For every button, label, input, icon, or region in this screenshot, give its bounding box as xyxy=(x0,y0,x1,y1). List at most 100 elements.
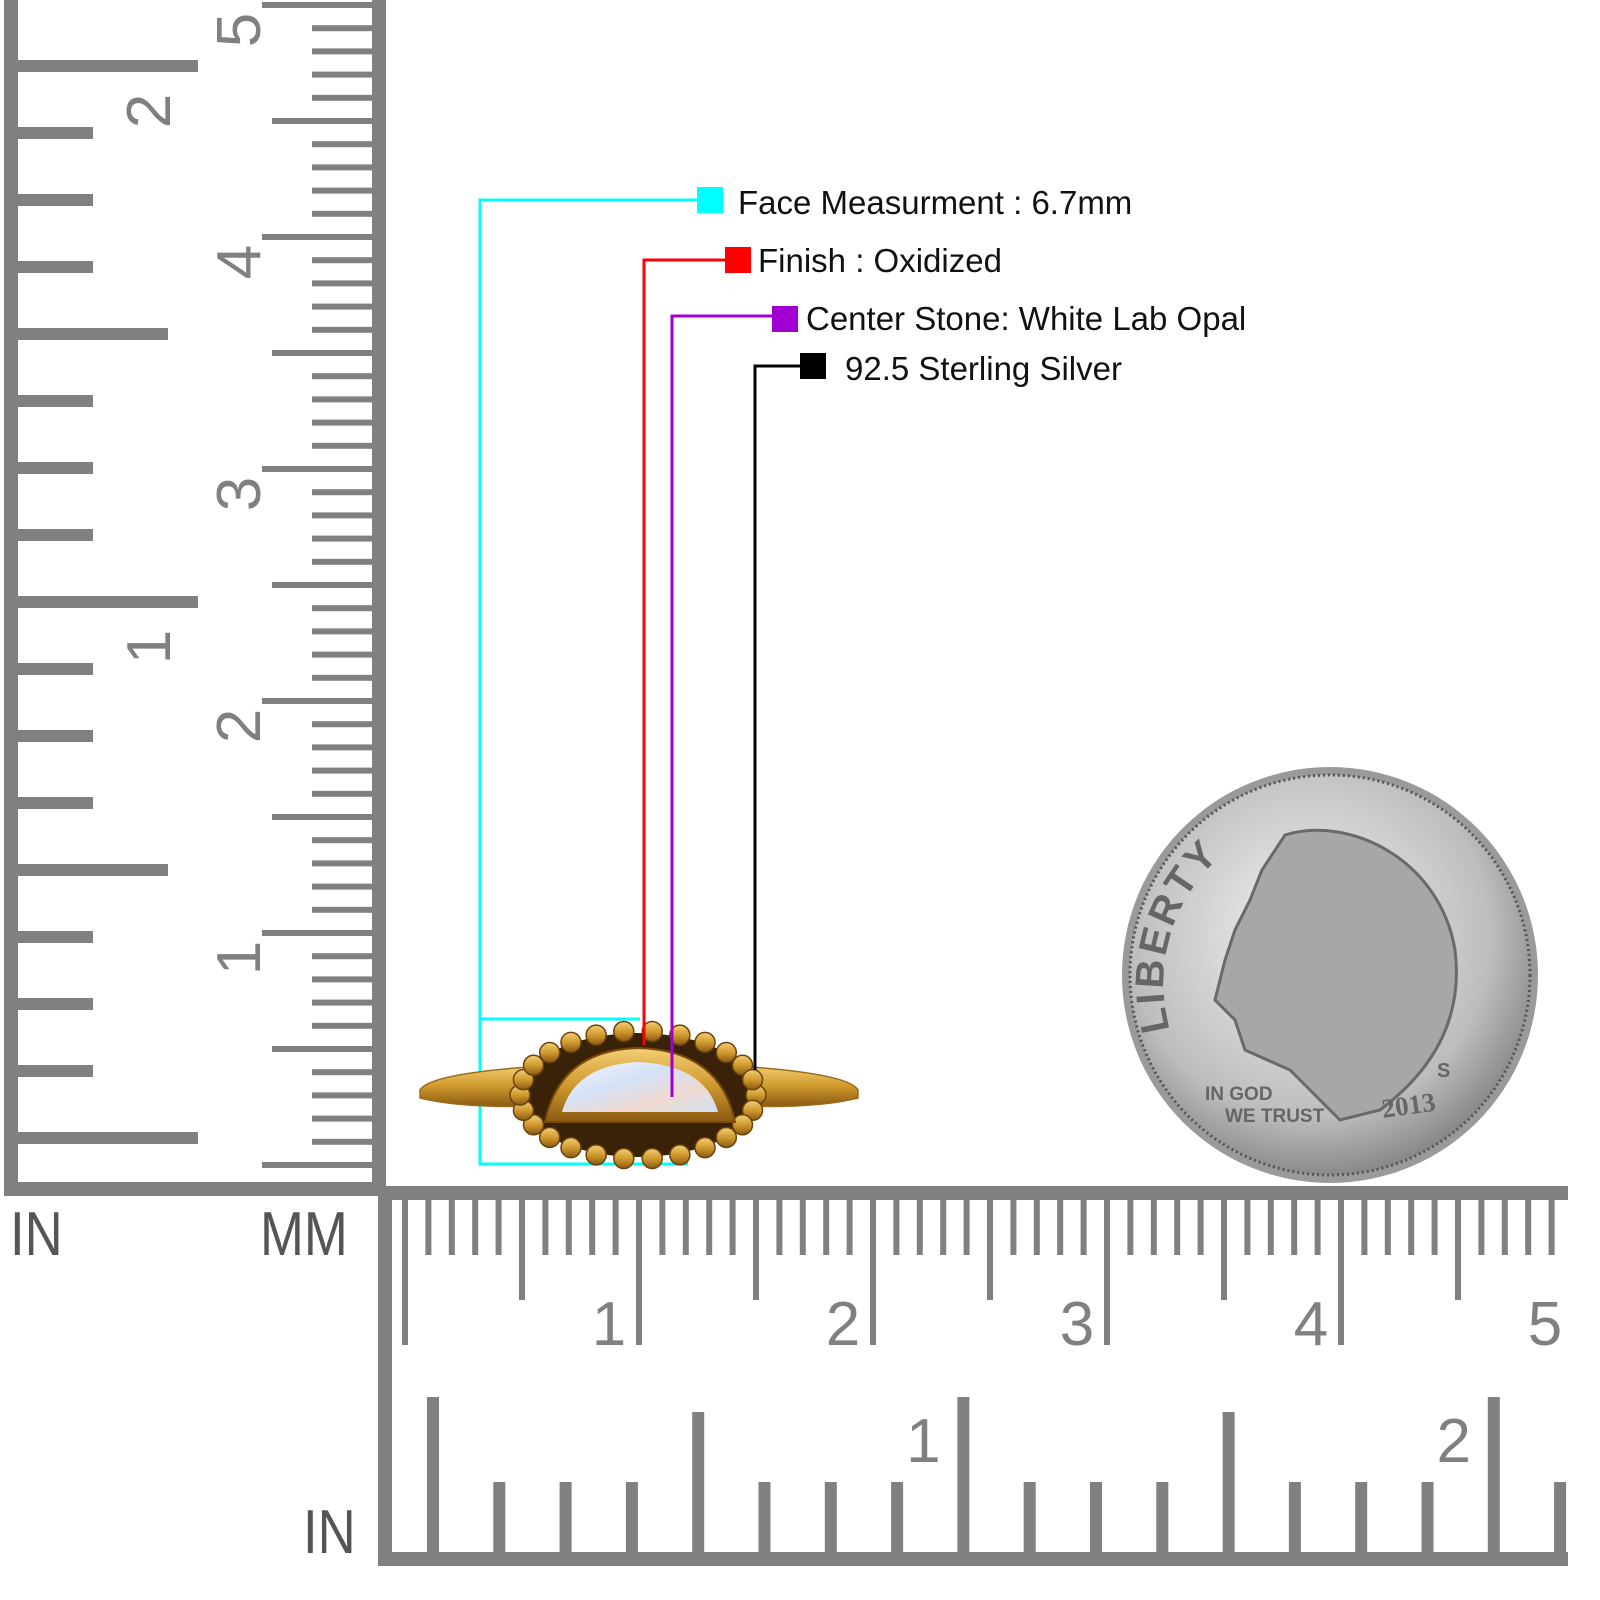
ring-bead xyxy=(715,1126,738,1149)
mm-tick xyxy=(1221,1200,1227,1300)
mm-tick xyxy=(312,1022,372,1029)
mm-tick xyxy=(312,326,372,333)
mm-tick xyxy=(1174,1200,1181,1255)
mm-tick xyxy=(1478,1200,1485,1255)
ring-bead xyxy=(694,1136,716,1159)
inch-tick xyxy=(18,1132,198,1144)
face-measure-line xyxy=(478,198,697,1166)
mm-tick xyxy=(1080,1200,1087,1255)
ring-bead xyxy=(538,1041,561,1064)
coin-mint-mark: S xyxy=(1437,1060,1450,1082)
ring-bead xyxy=(538,1126,561,1149)
mm-tick xyxy=(1057,1200,1064,1255)
ring-bead xyxy=(669,1144,691,1166)
mm-tick xyxy=(963,1200,970,1255)
mm-tick xyxy=(312,442,372,449)
mm-tick xyxy=(1408,1200,1415,1255)
inch-tick xyxy=(18,127,93,139)
mm-tick xyxy=(312,25,372,32)
mm-tick xyxy=(312,837,372,844)
unit-label-mm: MM xyxy=(260,1200,348,1269)
mm-tick xyxy=(1291,1200,1298,1255)
mm-tick xyxy=(495,1200,502,1255)
coin-motto-2: WE TRUST xyxy=(1225,1106,1325,1127)
inch-tick xyxy=(493,1482,506,1552)
mm-tick xyxy=(312,396,372,403)
inch-tick xyxy=(18,328,168,340)
mm-tick xyxy=(312,674,372,681)
inch-tick xyxy=(625,1482,638,1552)
mm-tick xyxy=(312,1138,372,1145)
mm-tick xyxy=(542,1200,549,1255)
mm-tick xyxy=(659,1200,666,1255)
mm-tick xyxy=(272,582,372,588)
mm-tick xyxy=(1104,1200,1110,1345)
cm-label: 2 xyxy=(205,709,274,743)
cm-label: 4 xyxy=(1294,1290,1328,1359)
mm-tick xyxy=(312,953,372,960)
inch-tick xyxy=(824,1482,837,1552)
mm-tick xyxy=(312,373,372,380)
unit-label-in-left: IN xyxy=(10,1200,63,1269)
finish-line xyxy=(642,258,725,1045)
cm-label: 5 xyxy=(1528,1290,1562,1359)
inch-label: 1 xyxy=(906,1407,940,1476)
inch-tick xyxy=(1554,1482,1567,1552)
mm-tick xyxy=(262,1162,372,1168)
cm-label: 4 xyxy=(205,245,274,279)
mm-tick xyxy=(272,350,372,356)
mm-tick xyxy=(262,930,372,936)
inch-tick xyxy=(18,931,93,943)
ring-bead xyxy=(694,1031,716,1054)
stone-swatch xyxy=(772,306,798,332)
mm-tick xyxy=(1338,1200,1344,1345)
ruler-left-edge xyxy=(4,0,18,1196)
mm-tick xyxy=(312,1069,372,1076)
mm-tick xyxy=(312,164,372,171)
mm-tick xyxy=(565,1200,572,1255)
inch-tick xyxy=(1288,1482,1301,1552)
unit-label-in-bottom: IN xyxy=(303,1498,356,1567)
inch-tick xyxy=(18,596,198,608)
mm-tick xyxy=(519,1200,525,1300)
mm-tick xyxy=(272,118,372,124)
mm-tick xyxy=(312,280,372,287)
mm-tick xyxy=(776,1200,783,1255)
mm-tick xyxy=(262,2,372,8)
mm-tick xyxy=(312,767,372,774)
inch-tick xyxy=(1156,1482,1169,1552)
mm-tick xyxy=(312,257,372,264)
ruler-top-edge xyxy=(378,1186,1568,1200)
mm-tick xyxy=(706,1200,713,1255)
mm-tick xyxy=(312,651,372,658)
inch-tick xyxy=(18,663,93,675)
coin-motto-1: IN GOD xyxy=(1205,1084,1273,1105)
mm-tick xyxy=(312,906,372,913)
mm-tick xyxy=(753,1200,759,1300)
mm-tick xyxy=(589,1200,596,1255)
mm-tick xyxy=(870,1200,876,1345)
mm-tick xyxy=(312,303,372,310)
mm-tick xyxy=(472,1200,479,1255)
mm-tick xyxy=(312,71,372,78)
ring-bead xyxy=(715,1041,738,1064)
vertical-ruler: 1 2 3 4 5 1 2 xyxy=(4,0,386,1196)
mm-tick xyxy=(312,419,372,426)
cm-label: 1 xyxy=(592,1290,626,1359)
inch-tick xyxy=(957,1397,970,1552)
ring-image xyxy=(419,1020,859,1170)
ruler-bottom-edge xyxy=(378,1552,1568,1566)
mm-tick xyxy=(1267,1200,1274,1255)
mm-tick xyxy=(312,790,372,797)
mm-tick xyxy=(636,1200,642,1345)
mm-tick xyxy=(1548,1200,1555,1255)
ring-bead xyxy=(560,1031,582,1054)
mm-tick xyxy=(312,605,372,612)
inch-tick xyxy=(18,730,93,742)
mm-tick xyxy=(1361,1200,1368,1255)
mm-tick xyxy=(1150,1200,1157,1255)
ring-bead xyxy=(613,1147,635,1170)
mm-tick xyxy=(682,1200,689,1255)
mm-tick xyxy=(1431,1200,1438,1255)
